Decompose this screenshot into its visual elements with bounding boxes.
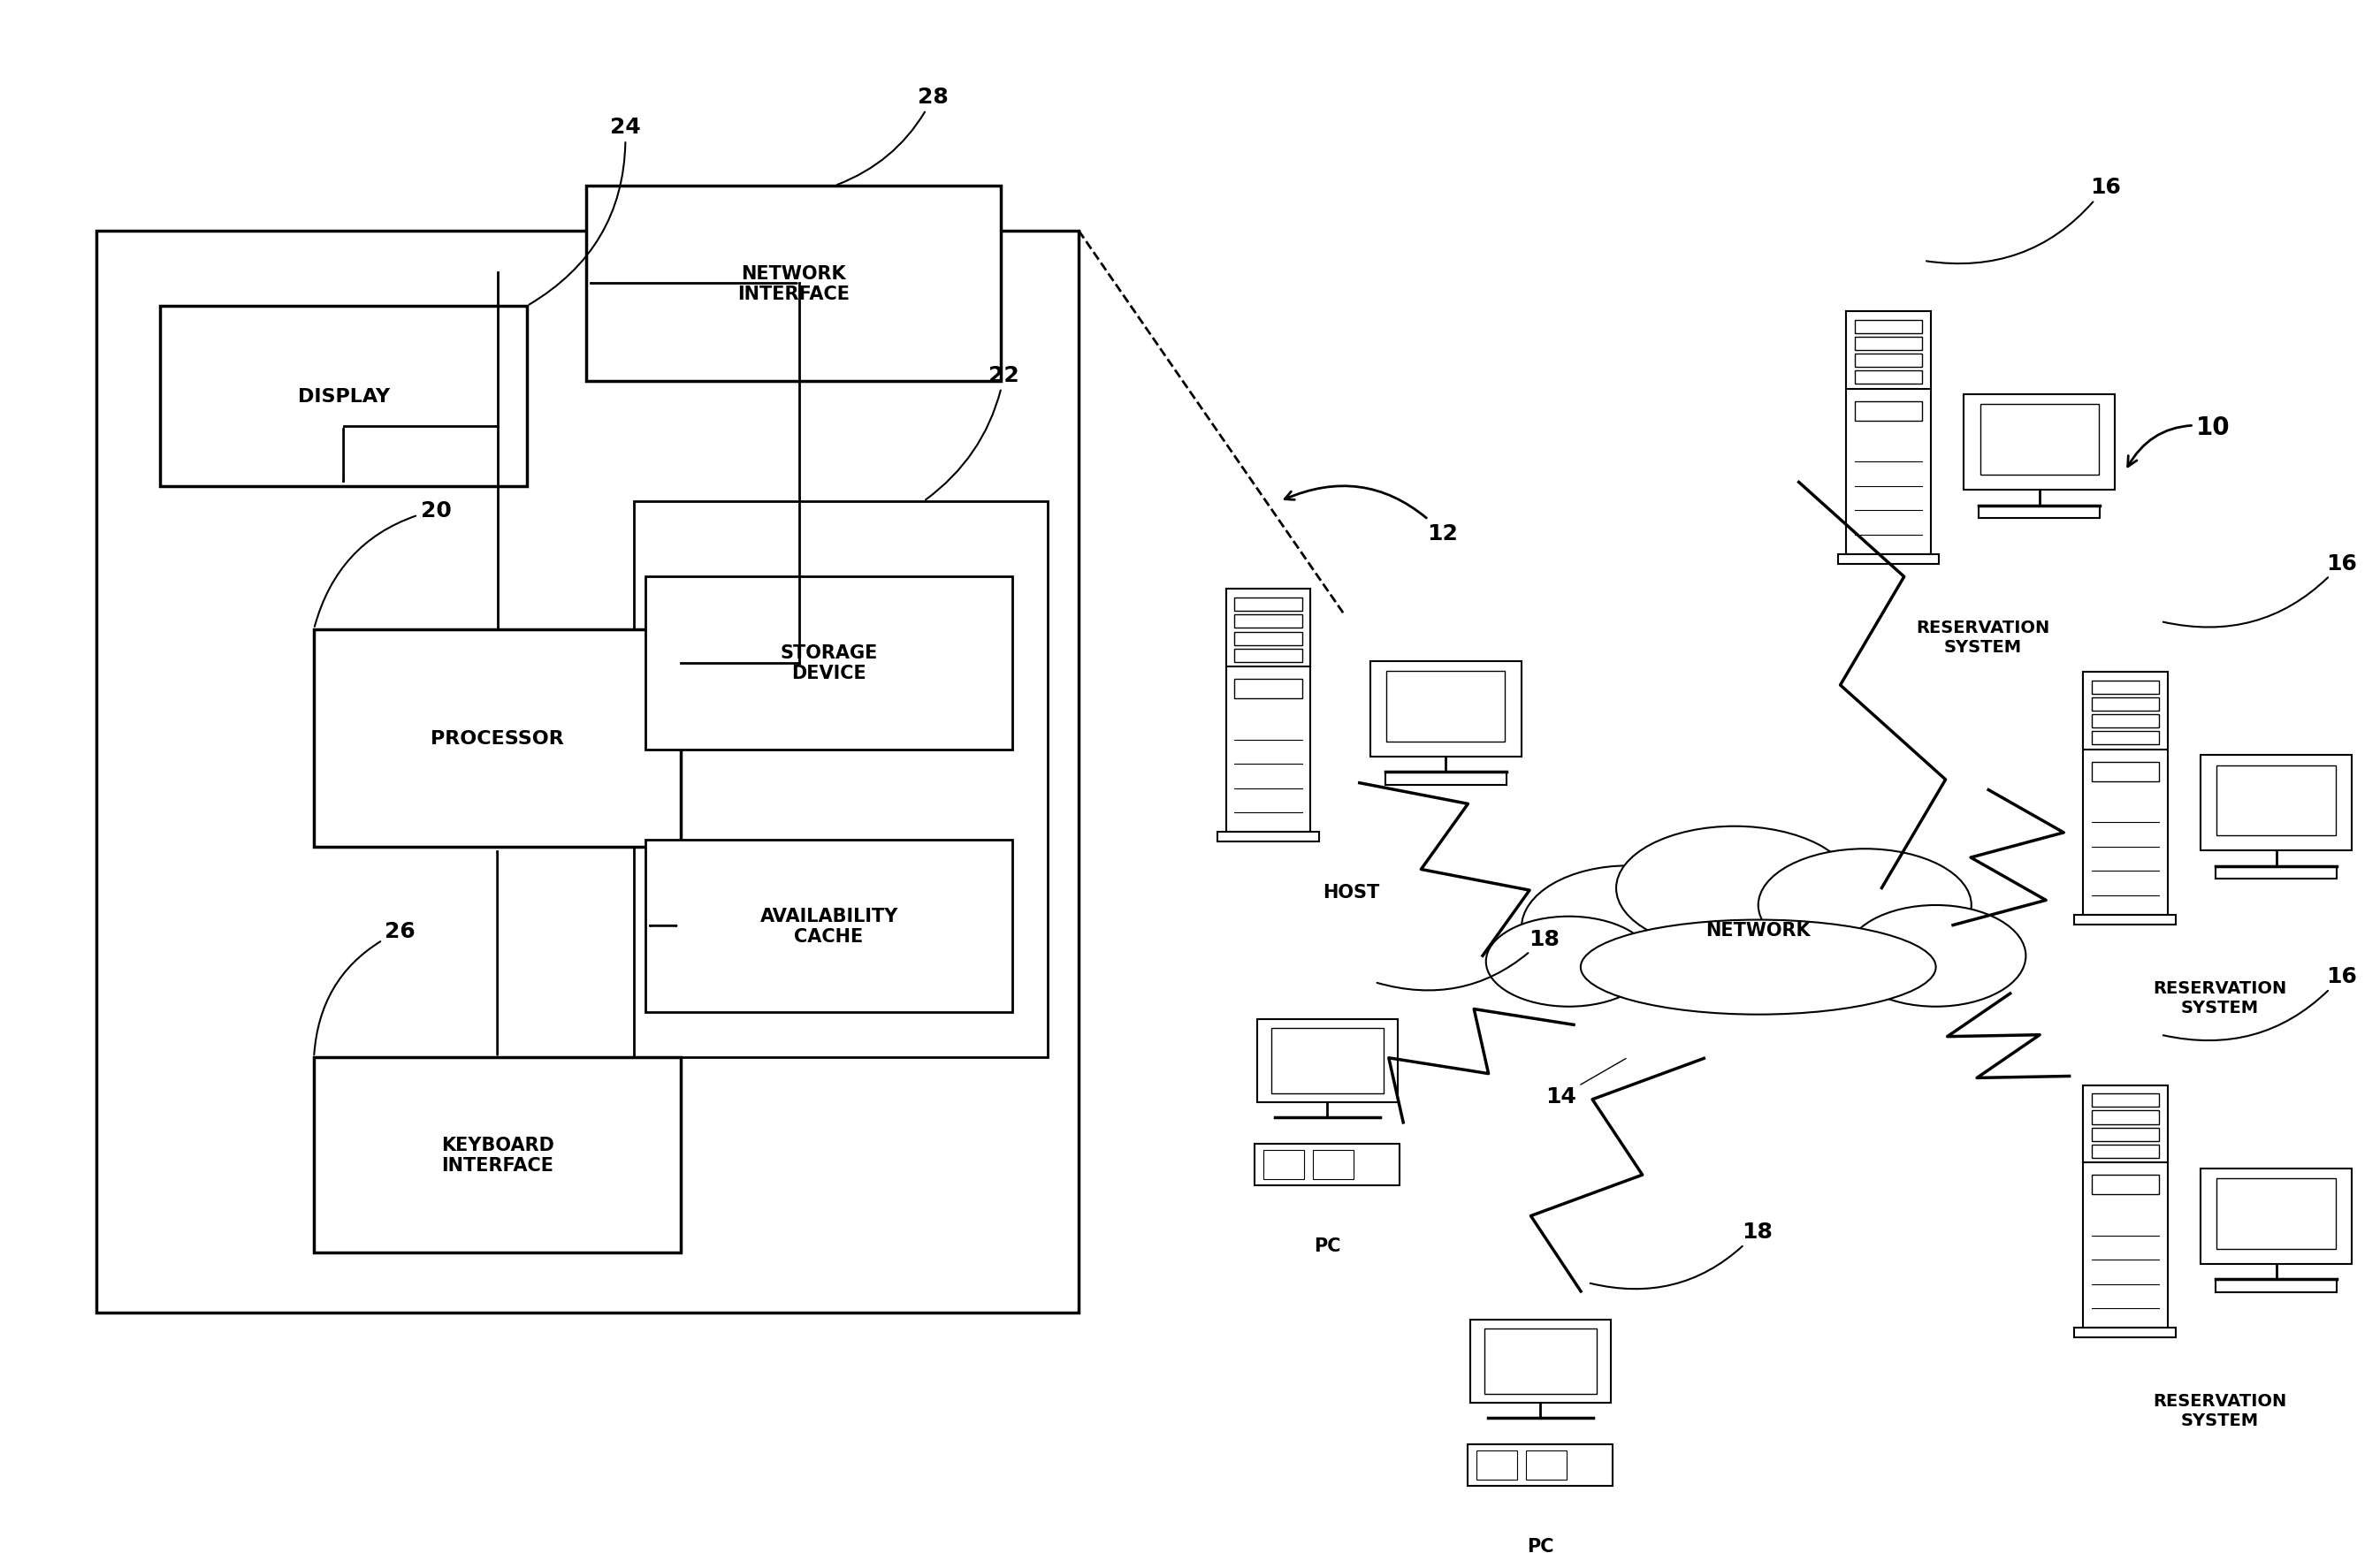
Text: 14: 14 — [1545, 1059, 1626, 1107]
Bar — [1854, 337, 1923, 351]
Bar — [1235, 649, 1302, 663]
Bar — [1854, 402, 1923, 421]
Bar — [1219, 832, 1319, 842]
Text: 16: 16 — [1925, 177, 2121, 264]
Bar — [1471, 1320, 1611, 1402]
Bar — [2082, 1086, 2168, 1163]
Bar — [2216, 766, 2335, 836]
Bar — [1485, 1329, 1597, 1395]
Text: 10: 10 — [2128, 415, 2230, 467]
Text: PC: PC — [1528, 1537, 1554, 1553]
Ellipse shape — [1847, 905, 2025, 1006]
Text: 28: 28 — [838, 87, 950, 185]
Ellipse shape — [1616, 826, 1854, 950]
Bar — [645, 840, 1011, 1013]
Bar — [2092, 1093, 2159, 1107]
Bar — [1254, 1145, 1399, 1185]
Ellipse shape — [1485, 916, 1652, 1006]
Bar — [159, 306, 526, 486]
Text: DISPLAY: DISPLAY — [298, 388, 390, 405]
Text: 16: 16 — [2163, 966, 2356, 1041]
Bar — [2092, 714, 2159, 728]
Text: NETWORK: NETWORK — [1706, 921, 1811, 938]
Bar — [2092, 763, 2159, 781]
Text: AVAILABILITY
CACHE: AVAILABILITY CACHE — [759, 907, 897, 946]
Ellipse shape — [1521, 867, 1735, 989]
Bar — [2092, 731, 2159, 745]
Bar — [1854, 320, 1923, 334]
Text: 12: 12 — [1285, 486, 1457, 544]
Text: 18: 18 — [1590, 1221, 1773, 1289]
Bar — [1235, 632, 1302, 646]
Bar — [1385, 772, 1507, 786]
Text: NETWORK
INTERFACE: NETWORK INTERFACE — [738, 266, 850, 303]
Bar — [1314, 1151, 1354, 1179]
Text: 20: 20 — [314, 500, 452, 627]
Bar — [1226, 590, 1311, 668]
Bar — [1264, 1151, 1304, 1179]
Bar — [1964, 394, 2116, 491]
Bar — [2202, 1168, 2351, 1264]
Bar — [2216, 867, 2337, 879]
Bar — [1235, 679, 1302, 699]
Bar — [1526, 1451, 1566, 1480]
Bar — [1235, 598, 1302, 612]
Bar — [2216, 1280, 2337, 1292]
Text: RESERVATION
SYSTEM: RESERVATION SYSTEM — [2154, 1393, 2287, 1429]
Bar — [1854, 354, 1923, 368]
Text: STORAGE
DEVICE: STORAGE DEVICE — [781, 644, 878, 682]
Bar — [585, 186, 1000, 382]
Text: 22: 22 — [926, 365, 1019, 500]
Text: KEYBOARD
INTERFACE: KEYBOARD INTERFACE — [440, 1137, 555, 1174]
Bar — [2216, 1179, 2335, 1249]
Bar — [2092, 680, 2159, 694]
Bar — [95, 231, 1078, 1312]
Ellipse shape — [1759, 849, 1971, 961]
Bar — [1271, 1028, 1383, 1093]
Bar — [1468, 1444, 1614, 1486]
Bar — [1854, 371, 1923, 385]
Text: HOST: HOST — [1323, 884, 1380, 901]
Bar — [1226, 590, 1311, 832]
Bar — [2202, 755, 2351, 851]
Bar — [1235, 615, 1302, 629]
Bar — [2092, 1110, 2159, 1124]
Text: RESERVATION
SYSTEM: RESERVATION SYSTEM — [2154, 980, 2287, 1016]
Bar — [2082, 672, 2168, 750]
Bar — [1980, 405, 2099, 475]
Bar — [2092, 697, 2159, 711]
Bar — [1257, 1020, 1397, 1103]
Bar — [2092, 1176, 2159, 1194]
Bar — [2075, 915, 2175, 924]
Bar — [633, 502, 1047, 1058]
Text: PC: PC — [1314, 1236, 1340, 1255]
Bar — [1847, 312, 1930, 554]
Bar — [1980, 506, 2099, 519]
Bar — [1371, 662, 1521, 758]
Bar — [1847, 312, 1930, 390]
Bar — [645, 576, 1011, 750]
Text: 16: 16 — [2163, 553, 2356, 627]
Bar — [2082, 672, 2168, 915]
Text: 26: 26 — [314, 921, 416, 1054]
Bar — [314, 1058, 681, 1253]
Bar — [2092, 1127, 2159, 1141]
Bar — [2082, 1086, 2168, 1328]
Text: RESERVATION
SYSTEM: RESERVATION SYSTEM — [1916, 618, 2049, 655]
Text: 18: 18 — [1378, 929, 1559, 991]
Bar — [2092, 1145, 2159, 1159]
Text: PROCESSOR: PROCESSOR — [431, 730, 564, 747]
Ellipse shape — [1580, 919, 1935, 1014]
Text: 24: 24 — [528, 116, 640, 306]
Bar — [2075, 1328, 2175, 1337]
Bar — [1476, 1451, 1516, 1480]
Bar — [314, 629, 681, 848]
Bar — [1385, 671, 1504, 742]
Bar — [1837, 554, 1940, 564]
